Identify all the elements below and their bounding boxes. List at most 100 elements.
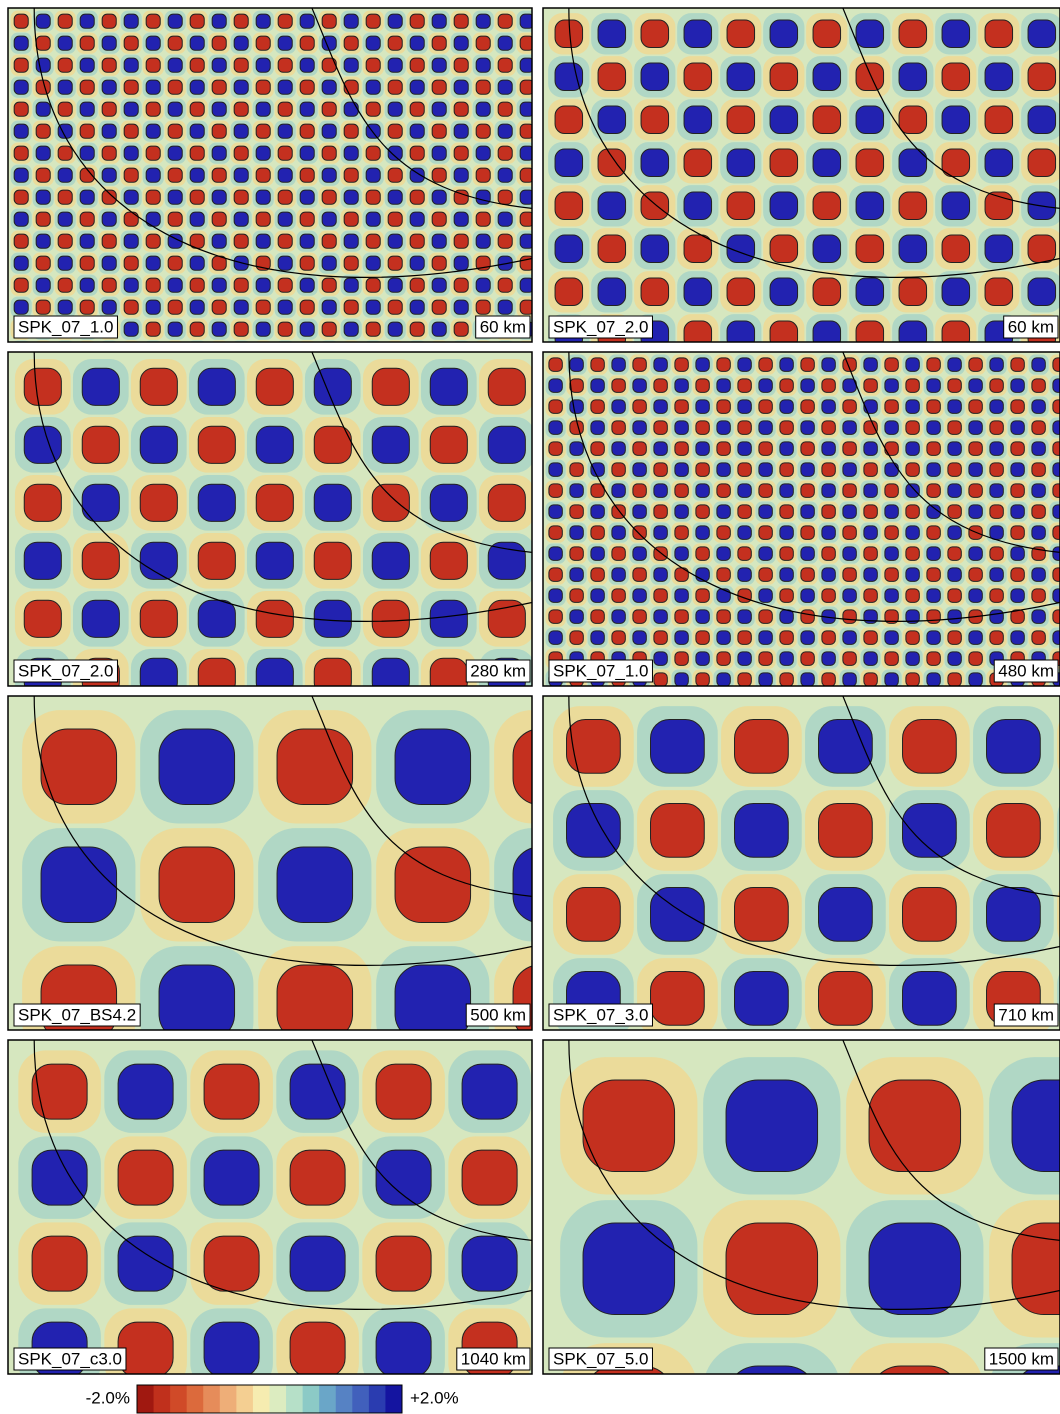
- anomaly: [570, 505, 583, 518]
- anomaly: [256, 368, 293, 405]
- anomaly: [454, 256, 468, 270]
- anomaly: [738, 568, 751, 581]
- anomaly: [801, 463, 814, 476]
- anomaly: [234, 14, 248, 28]
- anomaly: [598, 63, 626, 91]
- colorbar-swatch: [220, 1385, 237, 1413]
- anomaly: [570, 379, 583, 392]
- anomaly: [1053, 421, 1060, 434]
- colorbar-swatch: [137, 1385, 154, 1413]
- anomaly: [80, 278, 94, 292]
- anomaly: [190, 168, 204, 182]
- anomaly: [675, 358, 688, 371]
- anomaly: [759, 421, 772, 434]
- anomaly: [388, 168, 402, 182]
- anomaly: [717, 379, 730, 392]
- anomaly: [234, 124, 248, 138]
- anomaly: [198, 600, 235, 637]
- anomaly: [146, 36, 160, 50]
- anomaly: [124, 146, 138, 160]
- anomaly: [1053, 379, 1060, 392]
- anomaly: [1053, 526, 1060, 539]
- anomaly: [612, 379, 625, 392]
- anomaly: [124, 36, 138, 50]
- anomaly: [300, 278, 314, 292]
- anomaly: [1053, 610, 1060, 623]
- anomaly: [146, 322, 160, 336]
- anomaly: [80, 80, 94, 94]
- anomaly: [32, 1408, 87, 1414]
- anomaly: [476, 14, 490, 28]
- anomaly: [717, 421, 730, 434]
- anomaly: [198, 368, 235, 405]
- anomaly: [570, 526, 583, 539]
- anomaly: [549, 379, 562, 392]
- anomaly: [906, 631, 919, 644]
- anomaly: [366, 322, 380, 336]
- anomaly: [570, 568, 583, 581]
- anomaly: [14, 102, 28, 116]
- anomaly: [388, 300, 402, 314]
- anomaly: [654, 442, 667, 455]
- anomaly: [388, 256, 402, 270]
- anomaly: [366, 146, 380, 160]
- anomaly: [885, 379, 898, 392]
- anomaly: [906, 505, 919, 518]
- anomaly: [987, 888, 1041, 942]
- anomaly: [1028, 278, 1056, 306]
- anomaly: [168, 300, 182, 314]
- anomaly: [885, 631, 898, 644]
- anomaly: [344, 256, 358, 270]
- colorbar-swatch: [187, 1385, 204, 1413]
- anomaly: [591, 442, 604, 455]
- anomaly: [256, 212, 270, 226]
- anomaly: [388, 146, 402, 160]
- anomaly: [696, 652, 709, 665]
- anomaly: [906, 358, 919, 371]
- anomaly: [927, 442, 940, 455]
- anomaly: [410, 234, 424, 248]
- anomaly: [344, 234, 358, 248]
- anomaly: [990, 568, 1003, 581]
- anomaly: [549, 442, 562, 455]
- anomaly: [234, 146, 248, 160]
- anomaly: [843, 421, 856, 434]
- anomaly: [36, 14, 50, 28]
- anomaly: [432, 124, 446, 138]
- anomaly: [948, 358, 961, 371]
- anomaly: [780, 358, 793, 371]
- anomaly: [843, 547, 856, 560]
- anomaly: [1032, 463, 1045, 476]
- anomaly: [1011, 400, 1024, 413]
- anomaly: [864, 652, 877, 665]
- anomaly: [885, 442, 898, 455]
- anomaly: [410, 190, 424, 204]
- anomaly: [780, 484, 793, 497]
- anomaly: [234, 36, 248, 50]
- anomaly: [410, 278, 424, 292]
- anomaly: [819, 804, 873, 858]
- anomaly: [555, 235, 583, 263]
- anomaly: [843, 610, 856, 623]
- anomaly: [780, 505, 793, 518]
- colorbar-swatch: [385, 1385, 402, 1413]
- anomaly: [410, 300, 424, 314]
- anomaly: [498, 190, 512, 204]
- anomaly: [759, 652, 772, 665]
- anomaly: [278, 14, 292, 28]
- anomaly: [717, 589, 730, 602]
- anomaly: [36, 278, 50, 292]
- anomaly: [969, 484, 982, 497]
- map-panel: SPK_07_5.01500 km: [543, 1040, 1060, 1414]
- anomaly: [864, 589, 877, 602]
- anomaly: [759, 673, 772, 686]
- anomaly: [168, 124, 182, 138]
- anomaly: [322, 300, 336, 314]
- anomaly: [675, 400, 688, 413]
- anomaly: [234, 168, 248, 182]
- depth-label: 480 km: [998, 661, 1054, 680]
- anomaly: [190, 124, 204, 138]
- anomaly: [780, 610, 793, 623]
- anomaly: [735, 888, 789, 942]
- anomaly: [146, 14, 160, 28]
